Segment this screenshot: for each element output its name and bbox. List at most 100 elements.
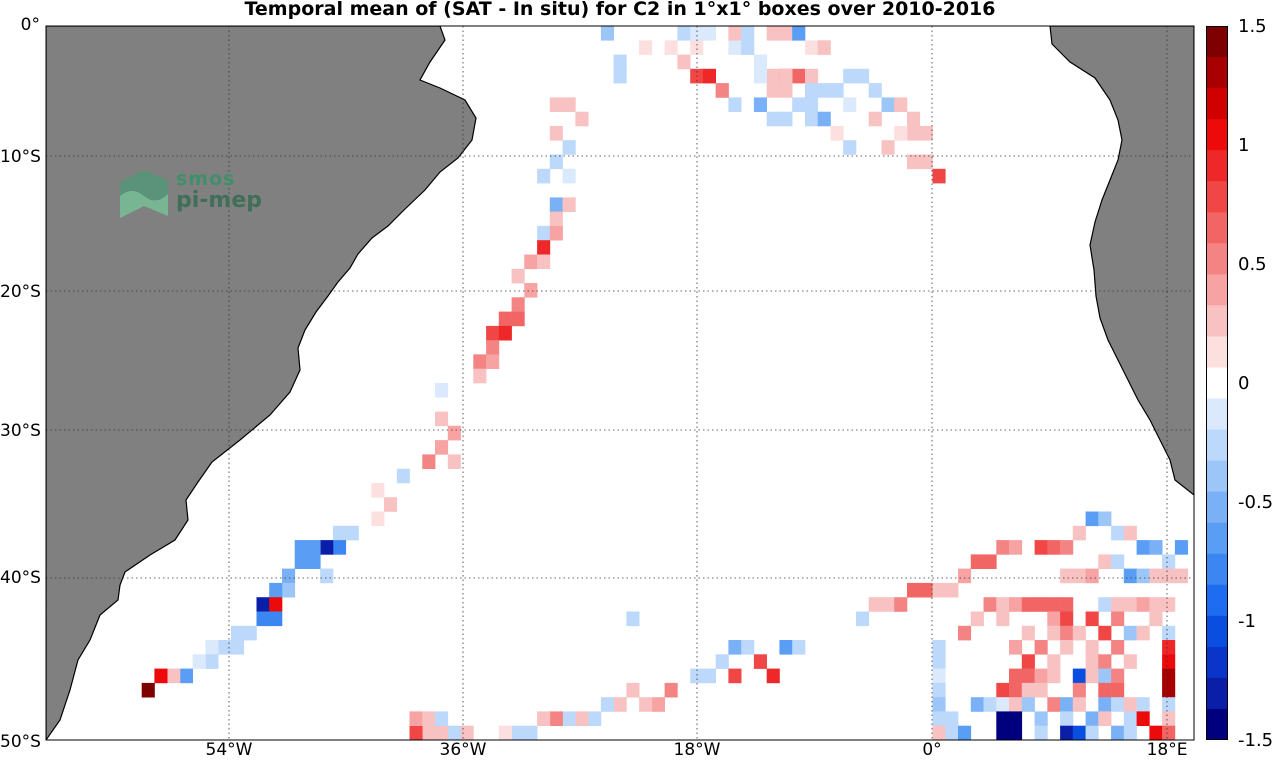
data-cell bbox=[970, 611, 984, 627]
data-cell bbox=[282, 568, 296, 584]
data-cell bbox=[1111, 668, 1125, 684]
data-cell bbox=[664, 40, 678, 55]
data-cell bbox=[1072, 525, 1086, 541]
data-cell bbox=[562, 197, 576, 212]
data-cell bbox=[1111, 640, 1125, 655]
data-cell bbox=[1136, 540, 1150, 555]
data-cell bbox=[1149, 597, 1163, 612]
data-cell bbox=[843, 68, 857, 84]
data-cell bbox=[256, 611, 270, 627]
colorbar-label-1-5: 1.5 bbox=[1238, 16, 1267, 37]
data-cell bbox=[856, 611, 870, 627]
data-cell bbox=[690, 40, 704, 55]
data-cell bbox=[371, 483, 385, 498]
data-cell bbox=[1072, 625, 1086, 641]
data-cell bbox=[524, 725, 538, 740]
data-cell bbox=[958, 725, 972, 740]
data-cell bbox=[1136, 597, 1150, 612]
data-cell bbox=[1123, 568, 1137, 584]
data-cell bbox=[1149, 540, 1163, 555]
data-cell bbox=[562, 711, 576, 726]
colorbar-label-neg-1-5: -1.5 bbox=[1238, 730, 1273, 751]
colorbar-segment bbox=[1206, 429, 1228, 462]
colorbar-segment bbox=[1206, 212, 1228, 244]
data-cell bbox=[779, 83, 793, 98]
lon-label-36w: 36°W bbox=[439, 740, 487, 760]
data-cell bbox=[294, 540, 308, 555]
data-cell bbox=[1047, 611, 1061, 627]
data-cell bbox=[243, 625, 257, 641]
data-cell bbox=[1072, 697, 1086, 712]
colorbar-segment bbox=[1206, 615, 1228, 648]
data-cell bbox=[779, 111, 793, 127]
data-cell bbox=[307, 540, 321, 555]
data-cell bbox=[779, 68, 793, 84]
data-cell bbox=[613, 54, 627, 70]
data-cell bbox=[575, 111, 589, 127]
data-cell bbox=[447, 454, 461, 469]
data-cell bbox=[141, 682, 155, 698]
data-cell bbox=[549, 225, 563, 241]
data-cell bbox=[1162, 597, 1176, 612]
map-title: Temporal mean of (SAT - In situ) for C2 … bbox=[244, 0, 996, 20]
data-cell bbox=[1098, 682, 1112, 698]
data-cell bbox=[1098, 654, 1112, 669]
data-cell bbox=[320, 568, 334, 584]
data-cell bbox=[996, 682, 1010, 698]
colorbar-segment bbox=[1206, 181, 1228, 213]
data-cell bbox=[1174, 568, 1188, 584]
data-cell bbox=[537, 168, 551, 184]
data-cell bbox=[205, 654, 219, 669]
data-cell bbox=[537, 225, 551, 241]
data-cell bbox=[830, 83, 844, 98]
data-cell bbox=[779, 640, 793, 655]
colorbar-segment bbox=[1206, 336, 1228, 368]
data-cell bbox=[766, 26, 780, 41]
data-cell bbox=[766, 111, 780, 127]
data-cell bbox=[1085, 654, 1099, 669]
data-cell bbox=[1123, 525, 1137, 541]
data-cell bbox=[1098, 697, 1112, 712]
data-cell bbox=[664, 682, 678, 698]
data-cell bbox=[613, 68, 627, 84]
data-cell bbox=[435, 711, 449, 726]
data-cell bbox=[907, 111, 921, 127]
data-cell bbox=[1098, 554, 1112, 569]
data-cell bbox=[1060, 711, 1074, 726]
data-cell bbox=[269, 611, 283, 627]
colorbar bbox=[1206, 26, 1228, 740]
data-cell bbox=[868, 111, 882, 127]
colorbar-segment bbox=[1206, 460, 1228, 493]
data-cell bbox=[958, 568, 972, 584]
data-cell bbox=[983, 554, 997, 569]
data-cell bbox=[919, 582, 933, 598]
data-cell bbox=[894, 97, 908, 112]
data-cell bbox=[996, 597, 1010, 612]
data-cell bbox=[1021, 597, 1035, 612]
colorbar-label-neg-1: -1 bbox=[1238, 611, 1256, 632]
data-cell bbox=[575, 711, 589, 726]
colorbar-segment bbox=[1206, 553, 1228, 586]
data-cell bbox=[1098, 668, 1112, 684]
data-cell bbox=[1162, 568, 1176, 584]
lon-label-18w: 18°W bbox=[673, 740, 721, 760]
data-cell bbox=[626, 682, 640, 698]
data-cell bbox=[1162, 711, 1176, 726]
data-cell bbox=[1111, 525, 1125, 541]
data-cell bbox=[945, 711, 959, 726]
data-cell bbox=[524, 283, 538, 298]
data-cell bbox=[1136, 568, 1150, 584]
data-cell bbox=[511, 268, 525, 284]
data-cell bbox=[384, 497, 398, 512]
waves-logo-icon bbox=[120, 170, 168, 218]
data-cell bbox=[1162, 654, 1176, 669]
data-cell bbox=[447, 425, 461, 441]
data-cell bbox=[1072, 725, 1086, 740]
data-cell bbox=[651, 697, 665, 712]
data-cell bbox=[486, 354, 500, 369]
data-cell bbox=[205, 640, 219, 655]
data-cell bbox=[1162, 640, 1176, 655]
data-cell bbox=[231, 625, 245, 641]
data-cell bbox=[1085, 711, 1099, 726]
data-cell bbox=[537, 711, 551, 726]
